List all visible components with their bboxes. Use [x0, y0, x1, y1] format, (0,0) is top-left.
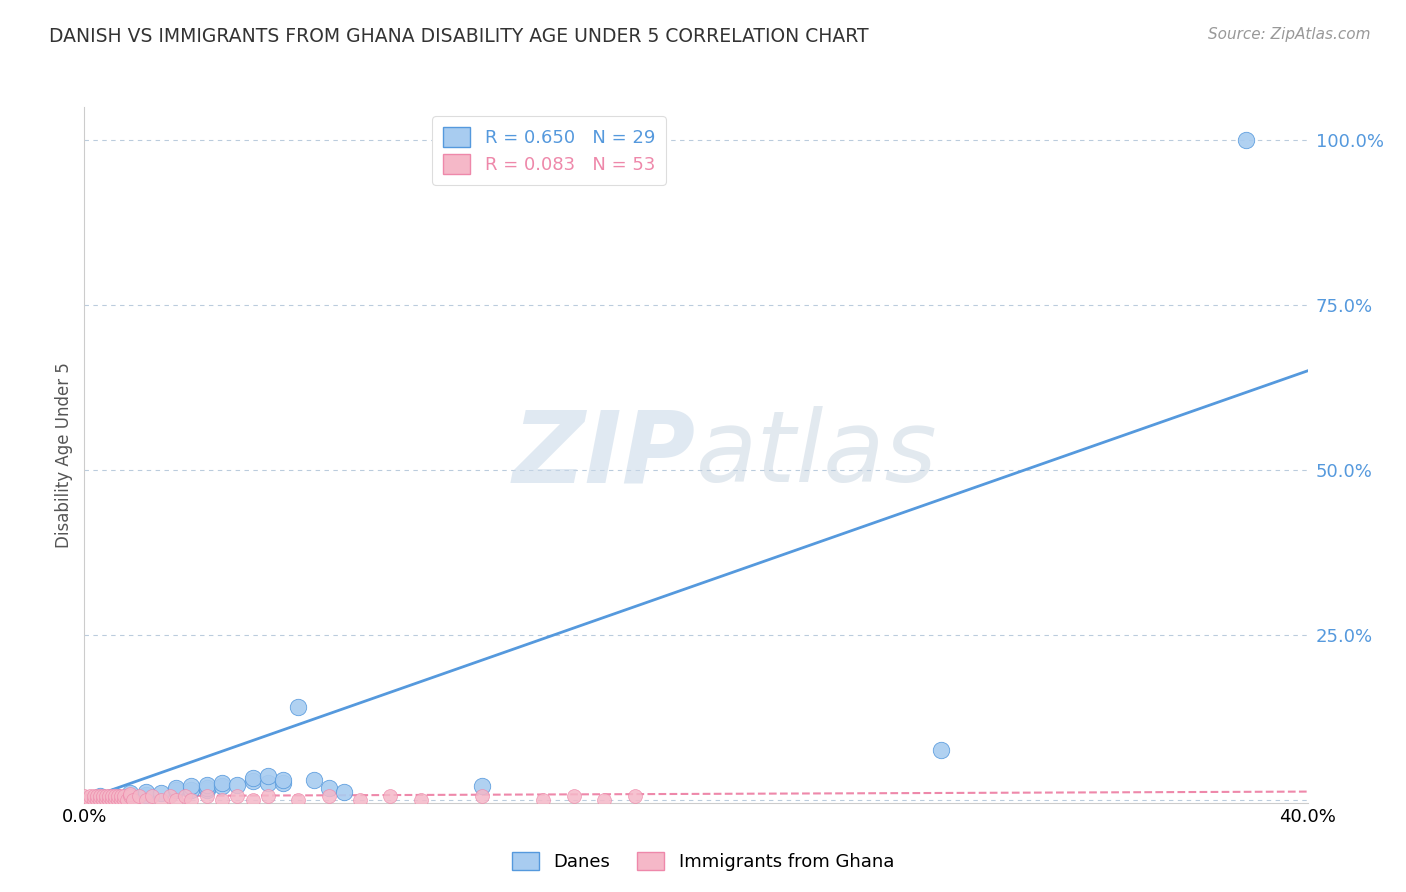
Point: [86, 789, 108, 804]
Point: [73, 792, 96, 806]
Point: [318, 789, 340, 804]
Point: [120, 787, 142, 801]
Point: [110, 789, 132, 804]
Point: [257, 769, 280, 783]
Point: [471, 789, 494, 804]
Point: [79, 792, 101, 806]
Point: [287, 792, 309, 806]
Point: [226, 789, 249, 804]
Point: [302, 772, 325, 787]
Text: ZIP: ZIP: [513, 407, 696, 503]
Point: [271, 772, 294, 787]
Point: [929, 743, 952, 757]
Point: [107, 789, 129, 803]
Point: [195, 780, 218, 795]
Legend: R = 0.650   N = 29, R = 0.083   N = 53: R = 0.650 N = 29, R = 0.083 N = 53: [433, 116, 666, 185]
Point: [89, 789, 111, 804]
Point: [257, 776, 280, 790]
Point: [112, 789, 135, 803]
Point: [165, 782, 187, 797]
Point: [318, 780, 340, 795]
Point: [122, 792, 145, 806]
Point: [562, 789, 585, 803]
Point: [149, 786, 172, 800]
Point: [73, 789, 96, 804]
Point: [1234, 133, 1257, 147]
Point: [110, 792, 132, 806]
Point: [83, 792, 105, 806]
Point: [271, 776, 294, 790]
Point: [409, 792, 432, 806]
Point: [165, 780, 187, 795]
Legend: Danes, Immigrants from Ghana: Danes, Immigrants from Ghana: [505, 845, 901, 879]
Point: [97, 792, 120, 806]
Point: [115, 792, 138, 806]
Point: [211, 776, 233, 790]
Y-axis label: Disability Age Under 5: Disability Age Under 5: [55, 362, 73, 548]
Point: [242, 772, 264, 786]
Point: [159, 789, 181, 804]
Point: [89, 789, 111, 804]
Point: [94, 792, 117, 806]
Point: [135, 788, 157, 802]
Point: [120, 789, 142, 804]
Point: [135, 784, 157, 798]
Point: [101, 792, 124, 806]
Text: Source: ZipAtlas.com: Source: ZipAtlas.com: [1208, 27, 1371, 42]
Point: [86, 792, 108, 806]
Point: [531, 792, 554, 806]
Point: [97, 789, 120, 803]
Point: [79, 789, 101, 803]
Point: [211, 780, 233, 794]
Point: [211, 792, 233, 806]
Point: [91, 789, 114, 804]
Point: [195, 782, 218, 797]
Point: [141, 789, 163, 803]
Point: [195, 778, 218, 792]
Text: DANISH VS IMMIGRANTS FROM GHANA DISABILITY AGE UNDER 5 CORRELATION CHART: DANISH VS IMMIGRANTS FROM GHANA DISABILI…: [49, 27, 869, 45]
Point: [624, 789, 647, 804]
Point: [135, 792, 157, 806]
Point: [149, 792, 172, 806]
Point: [257, 789, 280, 803]
Point: [165, 792, 187, 806]
Point: [180, 780, 202, 794]
Point: [333, 784, 356, 798]
Point: [104, 789, 127, 804]
Text: atlas: atlas: [696, 407, 938, 503]
Point: [471, 780, 494, 794]
Point: [349, 792, 371, 806]
Point: [195, 789, 218, 804]
Point: [380, 789, 402, 803]
Point: [104, 789, 127, 804]
Point: [120, 786, 142, 800]
Point: [104, 792, 127, 806]
Point: [242, 792, 264, 806]
Point: [128, 789, 150, 804]
Point: [180, 792, 202, 806]
Point: [174, 789, 197, 803]
Point: [287, 700, 309, 714]
Point: [242, 774, 264, 789]
Point: [112, 792, 135, 806]
Point: [593, 792, 616, 806]
Point: [83, 789, 105, 804]
Point: [107, 792, 129, 806]
Point: [89, 792, 111, 806]
Point: [180, 782, 202, 797]
Point: [94, 789, 117, 804]
Point: [226, 778, 249, 792]
Point: [101, 789, 124, 804]
Point: [91, 792, 114, 806]
